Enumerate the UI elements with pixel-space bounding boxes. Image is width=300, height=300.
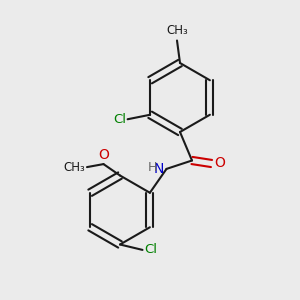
Text: Cl: Cl bbox=[113, 113, 126, 126]
Text: CH₃: CH₃ bbox=[64, 160, 86, 174]
Text: O: O bbox=[98, 148, 109, 162]
Text: N: N bbox=[154, 162, 164, 176]
Text: Cl: Cl bbox=[144, 243, 157, 256]
Text: CH₃: CH₃ bbox=[166, 25, 188, 38]
Text: H: H bbox=[148, 161, 158, 174]
Text: O: O bbox=[214, 157, 225, 170]
